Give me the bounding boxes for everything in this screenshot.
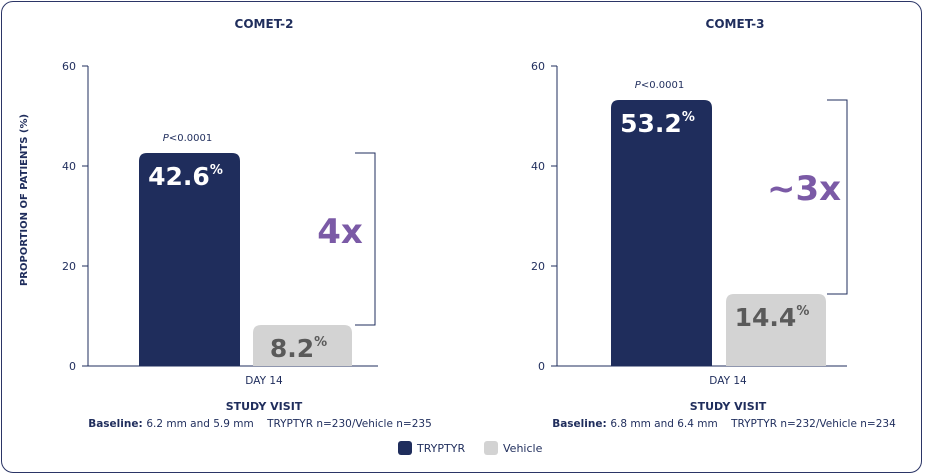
chart-title: COMET-2 [235, 17, 294, 31]
baseline-text: Baseline: 6.2 mm and 5.9 mm TRYPTYR n=23… [88, 418, 432, 430]
p-value-label: P<0.0001 [163, 133, 212, 144]
y-tick-label: 40 [531, 160, 545, 173]
bar-value-label: 14.4% [735, 303, 810, 332]
y-tick-label: 60 [62, 60, 76, 73]
multiplier-label: ~3x [767, 169, 841, 209]
x-category-label: DAY 14 [709, 375, 747, 387]
y-tick-label: 0 [69, 360, 76, 373]
bar-vehicle [253, 325, 352, 366]
y-tick-label: 20 [62, 260, 76, 273]
bar-value-label: 8.2% [270, 334, 327, 363]
comparison-bracket [827, 99, 848, 295]
chart-panel-2: COMET-3 0 20 40 60 53.2% 14.4% P<0.0001 ~3x DAY 1… [531, 17, 896, 430]
legend-item-vehicle: Vehicle [484, 441, 543, 455]
multiplier-label: 4x [317, 212, 363, 252]
bar-value-label: 53.2% [620, 109, 695, 138]
legend-item-tryptyr: TRYPTYR [398, 441, 465, 455]
x-category-label: DAY 14 [245, 375, 283, 387]
y-tick-label: 0 [538, 360, 545, 373]
bar-tryptyr [611, 100, 712, 366]
legend-label: Vehicle [503, 442, 543, 455]
bar-value-label: 42.6% [148, 162, 223, 191]
y-tick-label: 40 [62, 160, 76, 173]
chart-title: COMET-3 [706, 17, 765, 31]
baseline-text: Baseline: 6.8 mm and 6.4 mm TRYPTYR n=23… [552, 418, 896, 430]
p-value-label: P<0.0001 [635, 80, 684, 91]
comparison-bracket [355, 152, 376, 326]
legend: TRYPTYR Vehicle [398, 441, 543, 455]
chart-panels: COMET-2 0 20 40 60 42.6% 8.2% P<0.0001 4x DAY 14 S… [62, 17, 896, 430]
chart-panel-1: COMET-2 0 20 40 60 42.6% 8.2% P<0.0001 4x DAY 14 S… [62, 17, 432, 430]
legend-label: TRYPTYR [416, 442, 465, 455]
x-axis-title: STUDY VISIT [690, 400, 767, 413]
y-tick-label: 60 [531, 60, 545, 73]
legend-swatch [484, 441, 498, 455]
bar-tryptyr [139, 153, 240, 366]
y-tick-label: 20 [531, 260, 545, 273]
legend-swatch [398, 441, 412, 455]
x-axis-title: STUDY VISIT [226, 400, 303, 413]
bar-vehicle [726, 294, 826, 366]
y-axis-label: PROPORTION OF PATIENTS (%) [19, 114, 30, 286]
